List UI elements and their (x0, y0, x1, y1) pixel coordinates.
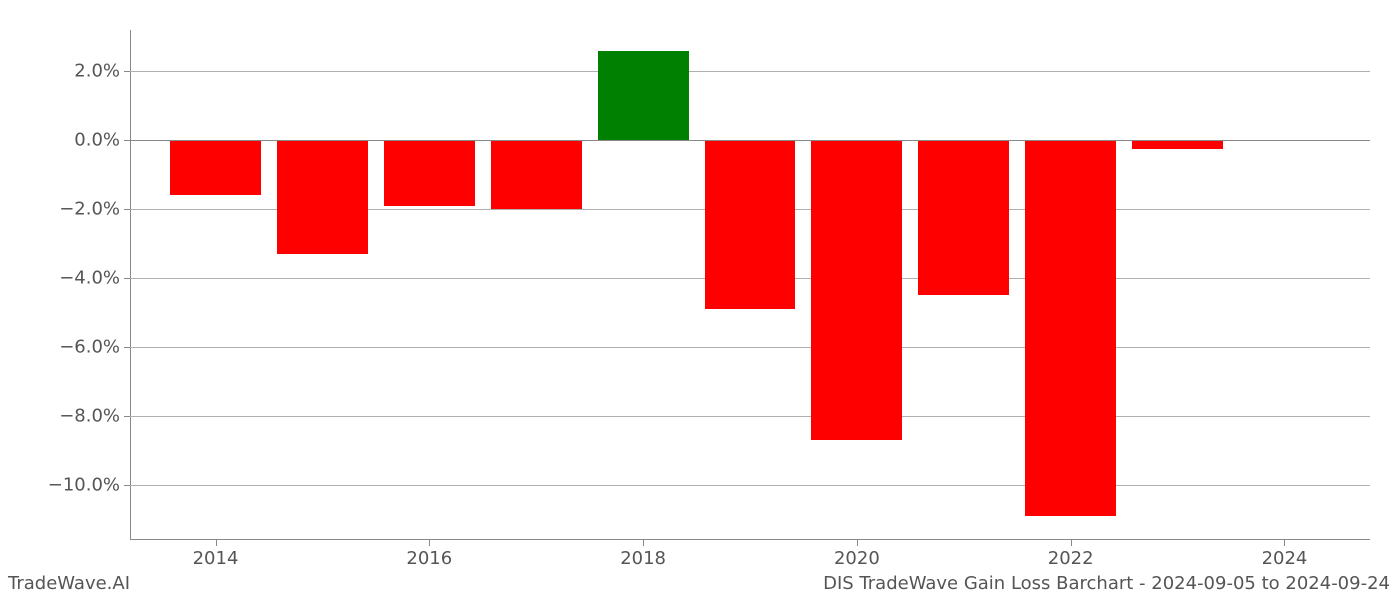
x-tick-label: 2022 (1048, 548, 1094, 569)
y-tick-label: −8.0% (59, 405, 120, 426)
chart-container: −10.0%−8.0%−6.0%−4.0%−2.0%0.0%2.0%201420… (130, 30, 1370, 540)
plot-area: −10.0%−8.0%−6.0%−4.0%−2.0%0.0%2.0%201420… (130, 30, 1370, 540)
x-tick-label: 2020 (834, 548, 880, 569)
bar-2021 (918, 140, 1009, 295)
x-tick-label: 2014 (193, 548, 239, 569)
y-tick-label: −10.0% (48, 474, 120, 495)
bar-2018 (598, 51, 689, 141)
x-tick-label: 2016 (406, 548, 452, 569)
y-tick-label: −4.0% (59, 268, 120, 289)
gridline (130, 347, 1370, 348)
bar-2019 (705, 140, 796, 309)
x-tick-mark (1284, 540, 1285, 546)
x-tick-label: 2018 (620, 548, 666, 569)
x-axis-line (130, 539, 1370, 540)
bar-2023 (1132, 140, 1223, 149)
x-tick-mark (1071, 540, 1072, 546)
x-tick-mark (216, 540, 217, 546)
y-tick-label: 2.0% (74, 61, 120, 82)
gridline (130, 416, 1370, 417)
x-tick-mark (643, 540, 644, 546)
x-tick-label: 2024 (1262, 548, 1308, 569)
x-tick-mark (857, 540, 858, 546)
bar-2015 (277, 140, 368, 254)
bar-2017 (491, 140, 582, 209)
bar-2022 (1025, 140, 1116, 516)
gridline (130, 71, 1370, 72)
gridline (130, 485, 1370, 486)
y-axis-line (130, 30, 131, 540)
footer-brand: TradeWave.AI (8, 573, 130, 594)
bar-2020 (811, 140, 902, 440)
y-tick-label: −6.0% (59, 337, 120, 358)
bar-2014 (170, 140, 261, 195)
zero-line (130, 140, 1370, 141)
x-tick-mark (429, 540, 430, 546)
y-tick-label: 0.0% (74, 130, 120, 151)
bar-2016 (384, 140, 475, 205)
footer-caption: DIS TradeWave Gain Loss Barchart - 2024-… (823, 573, 1390, 594)
y-tick-label: −2.0% (59, 199, 120, 220)
